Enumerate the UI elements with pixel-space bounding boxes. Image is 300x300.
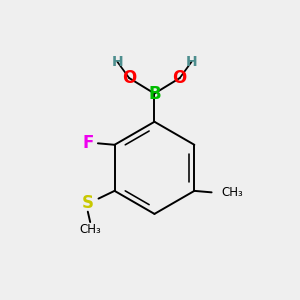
Text: H: H <box>112 55 123 69</box>
Text: H: H <box>186 55 197 69</box>
Text: S: S <box>82 194 94 212</box>
Text: CH₃: CH₃ <box>79 223 101 236</box>
Text: O: O <box>172 69 187 87</box>
Text: CH₃: CH₃ <box>222 186 244 199</box>
Text: O: O <box>122 69 136 87</box>
Text: B: B <box>148 85 161 103</box>
Text: F: F <box>82 134 94 152</box>
